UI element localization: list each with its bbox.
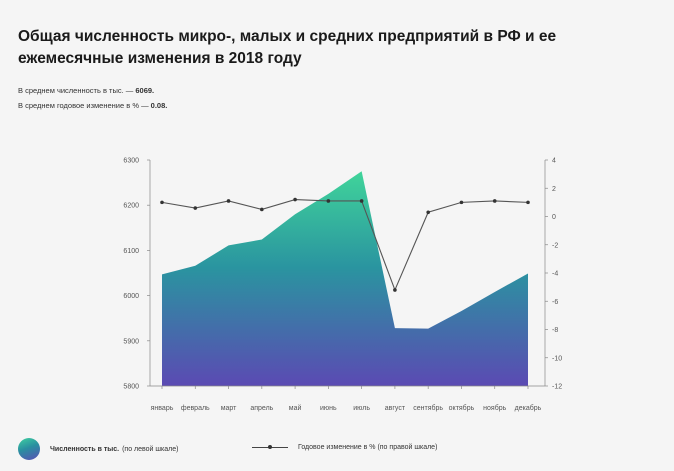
line-point [526,200,530,205]
x-tick-label: июнь [320,405,337,412]
right-tick-label: -2 [552,242,558,249]
legend-area-label-rest: (по левой шкале) [122,445,179,453]
right-tick-label: -8 [552,327,558,334]
line-point [260,207,264,212]
line-point [326,199,331,203]
line-point [459,200,464,205]
legend-area-label-strong: Численность в тыс. [50,445,120,453]
line-point [160,200,164,205]
right-tick-label: -4 [552,271,558,278]
line-point [226,199,231,203]
legend-line-label: Годовое изменение в % (по правой шкале) [298,444,438,451]
avg-count-line: В среднем численность в тыс. — 6069. [18,86,167,95]
left-tick-label: 5900 [123,338,139,345]
legend-line-sample [252,445,288,449]
avg-change-value: 0.08. [150,101,168,110]
x-tick-label: июль [353,405,370,412]
avg-count-label: В среднем численность в тыс. — [18,86,134,95]
line-point [293,197,297,202]
x-tick-label: март [221,405,237,412]
x-tick-label: май [289,404,302,412]
x-tick-label: декабрь [515,404,542,412]
line-series-change [161,198,529,292]
chart-title: Общая численность микро-, малых и средни… [18,28,557,67]
line-point [193,206,198,210]
right-tick-label: -10 [552,355,562,362]
right-tick-label: 0 [552,214,556,221]
left-tick-label: 6300 [123,158,139,165]
avg-change-line: В среднем годовое изменение в % — 0.08. [18,101,167,110]
avg-change-label: В среднем годовое изменение в % — [18,101,149,110]
x-tick-label: сентябрь [413,404,443,412]
left-tick-label: 6000 [123,293,139,300]
x-tick-label: ноябрь [483,404,506,412]
legend-area-swatch [18,438,40,460]
area-series-count [162,171,528,386]
line-point [393,288,397,292]
avg-count-value: 6069. [135,86,155,95]
left-tick-label: 6100 [123,248,139,255]
line-point [426,210,430,215]
right-tick-label: 4 [552,158,556,165]
x-tick-label: август [385,405,406,412]
legend-line: Годовое изменение в % (по правой шкале) [252,444,437,451]
summary-stats: В среднем численность в тыс. — 6069. В с… [18,86,167,116]
line-point [492,199,497,203]
left-tick-label: 6200 [123,203,139,210]
x-tick-label: октябрь [449,404,475,412]
left-tick-label: 5800 [123,384,139,391]
legend-area: Численность в тыс. (по левой шкале) [18,438,178,460]
right-tick-label: -12 [552,384,562,391]
line-point [359,199,364,203]
x-tick-label: февраль [181,405,210,412]
x-tick-label: апрель [250,405,273,412]
right-tick-label: 2 [552,186,556,193]
x-tick-label: январь [151,405,174,412]
right-tick-label: -6 [552,299,558,306]
